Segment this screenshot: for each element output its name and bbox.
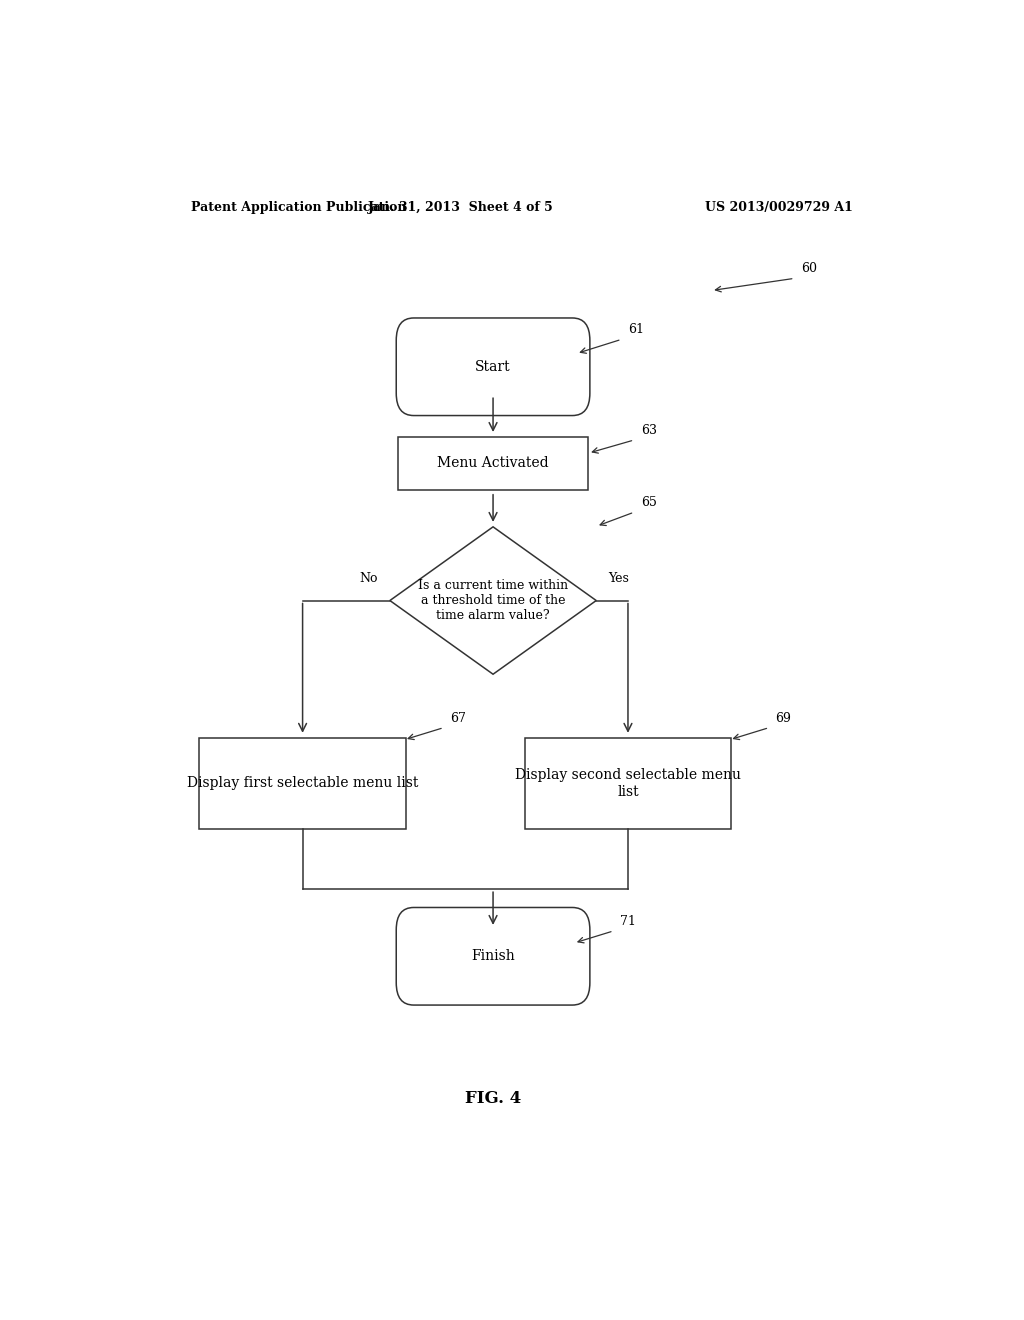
Text: 71: 71 — [620, 915, 636, 928]
Text: Is a current time within
a threshold time of the
time alarm value?: Is a current time within a threshold tim… — [418, 579, 568, 622]
Text: Patent Application Publication: Patent Application Publication — [191, 201, 407, 214]
Text: US 2013/0029729 A1: US 2013/0029729 A1 — [705, 201, 853, 214]
Text: Display second selectable menu
list: Display second selectable menu list — [515, 768, 741, 799]
Text: Yes: Yes — [608, 573, 629, 585]
Text: 60: 60 — [801, 263, 817, 276]
Text: Jan. 31, 2013  Sheet 4 of 5: Jan. 31, 2013 Sheet 4 of 5 — [369, 201, 554, 214]
Bar — [200, 738, 406, 829]
Text: Finish: Finish — [471, 949, 515, 964]
Polygon shape — [390, 527, 596, 675]
Text: Start: Start — [475, 360, 511, 374]
FancyBboxPatch shape — [396, 907, 590, 1005]
Text: Display first selectable menu list: Display first selectable menu list — [187, 776, 418, 791]
Text: 67: 67 — [451, 711, 466, 725]
Text: 69: 69 — [775, 711, 792, 725]
FancyBboxPatch shape — [396, 318, 590, 416]
Bar — [524, 738, 731, 829]
Text: FIG. 4: FIG. 4 — [465, 1090, 521, 1107]
Text: Menu Activated: Menu Activated — [437, 457, 549, 470]
Text: 65: 65 — [641, 496, 656, 510]
Text: 63: 63 — [641, 424, 656, 437]
Text: No: No — [359, 573, 378, 585]
Text: 61: 61 — [628, 323, 644, 337]
Bar — [397, 437, 588, 490]
